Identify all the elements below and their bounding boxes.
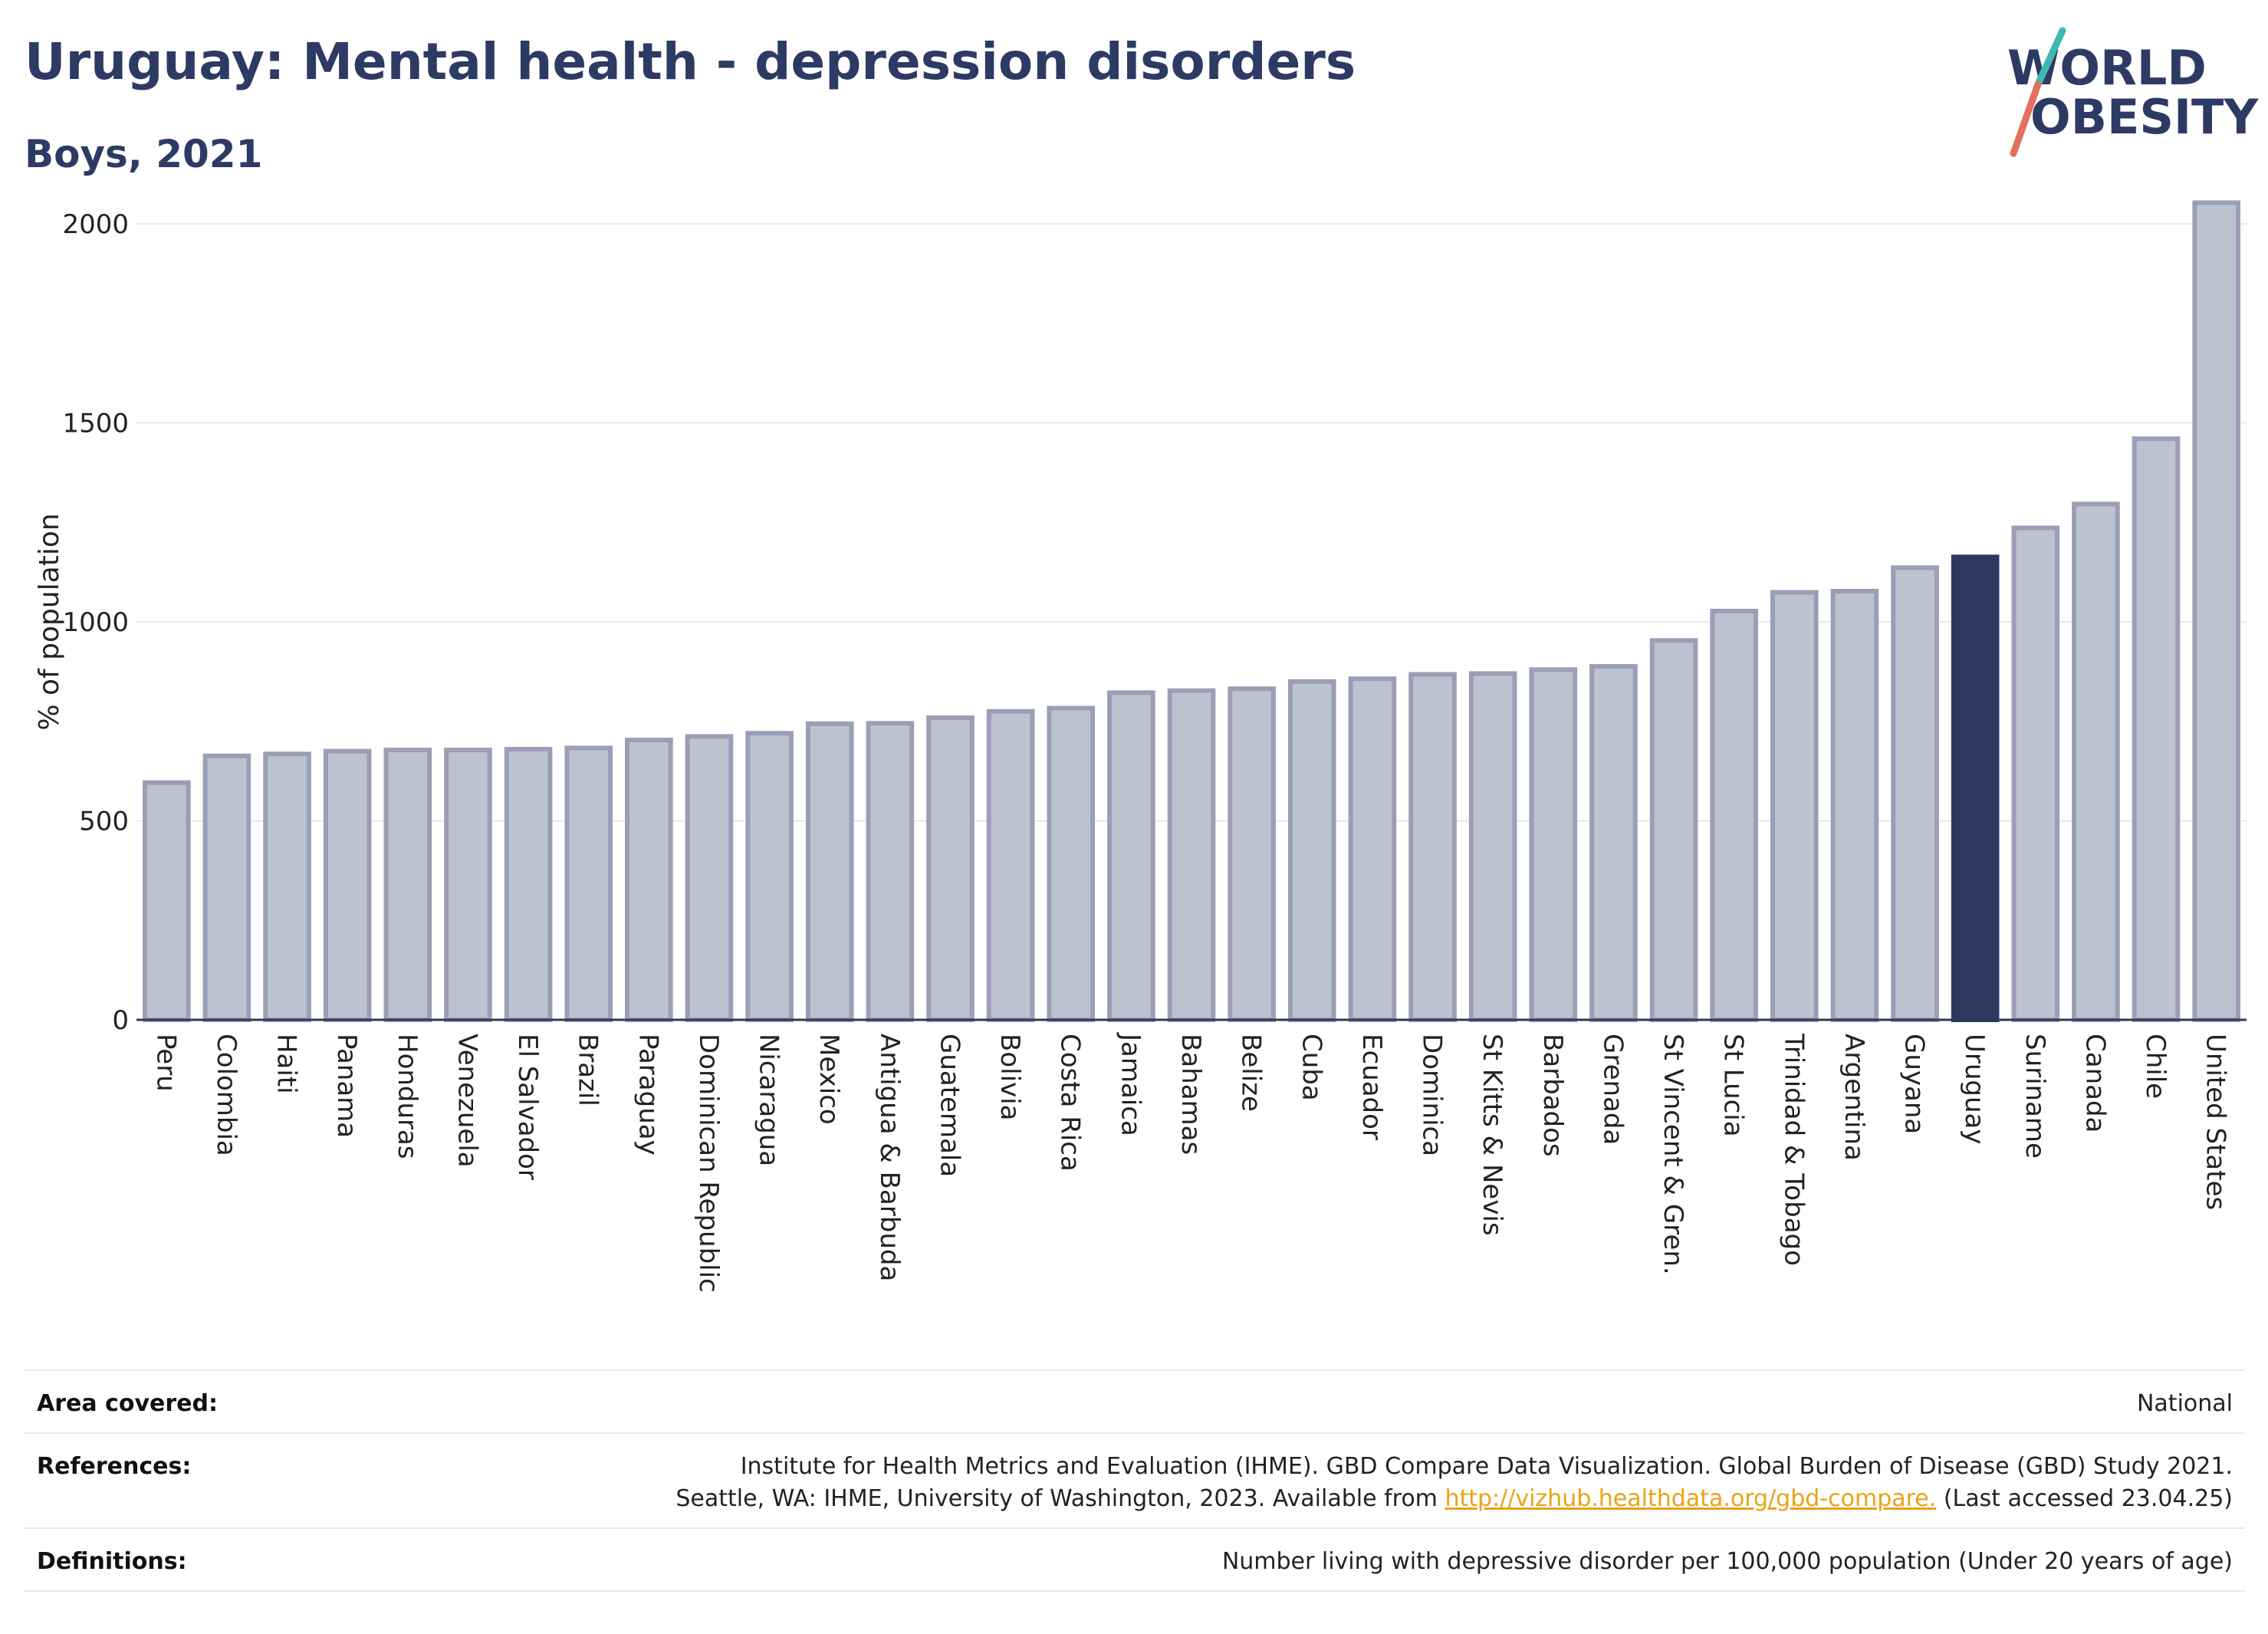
x-tick-label: Colombia — [211, 1034, 242, 1156]
bar — [1710, 608, 1758, 1022]
world-obesity-logo: WORLD OBESITY — [1994, 23, 2258, 169]
bar — [1830, 588, 1879, 1022]
x-tick-label: Guatemala — [934, 1034, 965, 1177]
bar — [1529, 667, 1578, 1022]
bar — [2192, 200, 2240, 1022]
bar — [625, 738, 673, 1022]
x-tick-label: St Kitts & Nevis — [1477, 1034, 1507, 1236]
chart-title: Uruguay: Mental health - depression diso… — [25, 32, 1356, 91]
bar — [383, 748, 432, 1022]
x-tick-label: Uruguay — [1959, 1034, 1990, 1145]
bar — [926, 715, 975, 1022]
bar — [745, 731, 794, 1022]
bar — [1107, 690, 1155, 1022]
bar — [1348, 676, 1397, 1023]
bar — [323, 748, 372, 1023]
definitions-value: Number living with depressive disorder p… — [1221, 1548, 2233, 1575]
x-tick-label: El Salvador — [512, 1034, 543, 1180]
bar — [202, 753, 251, 1022]
x-tick-label: St Lucia — [1718, 1034, 1749, 1137]
logo-slash-icon — [2010, 27, 2066, 157]
x-tick-label: Argentina — [1839, 1034, 1869, 1161]
bar — [1408, 672, 1457, 1022]
bar — [1770, 590, 1819, 1022]
bar — [1649, 638, 1698, 1022]
bar — [143, 780, 191, 1023]
x-tick-label: Costa Rica — [1055, 1034, 1086, 1172]
x-tick-label: Venezuela — [452, 1034, 482, 1168]
bar — [1228, 686, 1276, 1023]
area-covered-label: Area covered: — [37, 1390, 218, 1417]
axis-layer: 0 500 1000 1500 2000 — [62, 209, 2247, 1036]
x-tick-label: Bahamas — [1175, 1034, 1206, 1155]
x-tick-label: Ecuador — [1356, 1034, 1387, 1140]
x-tick-label: Antigua & Barbuda — [874, 1034, 905, 1281]
x-tick-label: Trinidad & Tobago — [1778, 1033, 1809, 1266]
x-tick-label: Honduras — [392, 1034, 422, 1159]
bar — [2072, 501, 2120, 1023]
bar — [866, 721, 915, 1022]
bar — [685, 734, 734, 1022]
y-axis-label: % of population — [34, 513, 65, 730]
category-labels: Peru Colombia Haiti Panama Honduras Venezuela… — [150, 1032, 2230, 1293]
bar — [1891, 565, 1939, 1023]
x-tick-label: Haiti — [271, 1034, 302, 1094]
x-tick-label: Dominica — [1417, 1034, 1448, 1156]
references-line-2-pre: Seattle, WA: IHME, University of Washing… — [675, 1485, 1445, 1512]
x-tick-label: Panama — [331, 1034, 362, 1138]
references-label: References: — [37, 1453, 192, 1480]
bar — [2011, 525, 2060, 1022]
definitions-label: Definitions: — [37, 1548, 187, 1575]
bar — [2132, 436, 2181, 1022]
y-tick-label: 1500 — [62, 408, 129, 439]
bar — [263, 751, 311, 1022]
x-tick-label: Nicaragua — [754, 1034, 784, 1166]
x-tick-label: Peru — [150, 1034, 181, 1092]
y-tick-label: 0 — [112, 1005, 129, 1036]
x-tick-label: Brazil — [573, 1034, 603, 1106]
info-row-references: References: Institute for Health Metrics… — [25, 1432, 2245, 1527]
x-tick-label: Suriname — [2020, 1034, 2050, 1159]
x-tick-label: Dominican Republic — [693, 1034, 724, 1293]
x-tick-label: St Vincent & Gren. — [1658, 1034, 1688, 1275]
x-tick-label: Barbados — [1537, 1034, 1568, 1157]
x-tick-label: United States — [2201, 1034, 2231, 1210]
x-tick-label: Canada — [2079, 1034, 2110, 1133]
x-tick-label: Mexico — [814, 1034, 844, 1125]
area-covered-value: National — [2136, 1390, 2233, 1417]
y-tick-label: 500 — [79, 806, 129, 837]
bar — [805, 721, 854, 1022]
references-line-1: Institute for Health Metrics and Evaluat… — [740, 1453, 2233, 1480]
x-tick-label: Guyana — [1899, 1034, 1930, 1134]
x-tick-label: Paraguay — [633, 1034, 663, 1156]
bar — [1287, 679, 1336, 1022]
bar — [986, 709, 1035, 1022]
bar-highlight — [1951, 554, 2000, 1023]
bar — [564, 745, 613, 1022]
references-line-2-post: (Last accessed 23.04.25) — [1936, 1485, 2233, 1512]
references-value: Institute for Health Metrics and Evaluat… — [675, 1451, 2233, 1515]
references-link[interactable]: http://vizhub.healthdata.org/gbd-compare… — [1445, 1485, 1937, 1512]
logo-word-2: OBESITY — [2030, 89, 2259, 145]
info-row-area: Area covered: National — [25, 1369, 2245, 1432]
bar — [444, 748, 492, 1022]
chart-subtitle: Boys, 2021 — [25, 132, 263, 176]
bar — [1167, 688, 1216, 1022]
bar — [504, 747, 553, 1022]
x-tick-label: Grenada — [1597, 1034, 1628, 1145]
x-tick-label: Jamaica — [1115, 1032, 1146, 1136]
bar-chart: 0 500 1000 1500 2000 Peru Colombia Haiti Panama… — [34, 200, 2247, 1293]
bars-layer — [143, 200, 2240, 1023]
info-row-definitions: Definitions: Number living with depressi… — [25, 1527, 2245, 1592]
bar — [1047, 705, 1096, 1022]
x-tick-label: Chile — [2140, 1034, 2171, 1099]
x-tick-label: Bolivia — [994, 1034, 1025, 1120]
y-tick-label: 2000 — [62, 209, 129, 240]
bar — [1589, 664, 1638, 1022]
x-tick-label: Cuba — [1296, 1034, 1326, 1101]
bar — [1468, 671, 1517, 1023]
y-tick-label: 1000 — [62, 607, 129, 638]
x-tick-label: Belize — [1236, 1034, 1267, 1112]
info-table: Area covered: National References: Insti… — [25, 1369, 2245, 1592]
